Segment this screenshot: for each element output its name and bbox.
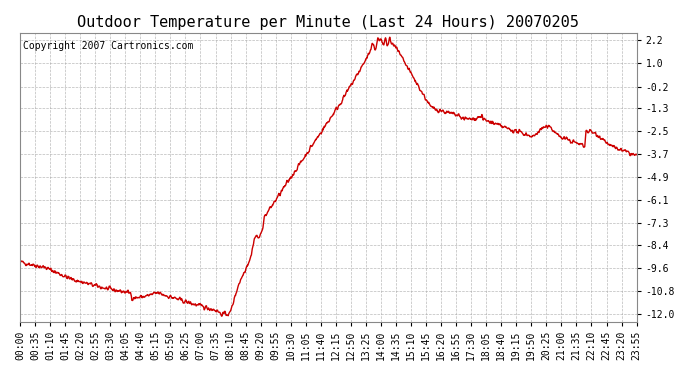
Text: Copyright 2007 Cartronics.com: Copyright 2007 Cartronics.com xyxy=(23,41,193,51)
Title: Outdoor Temperature per Minute (Last 24 Hours) 20070205: Outdoor Temperature per Minute (Last 24 … xyxy=(77,15,579,30)
